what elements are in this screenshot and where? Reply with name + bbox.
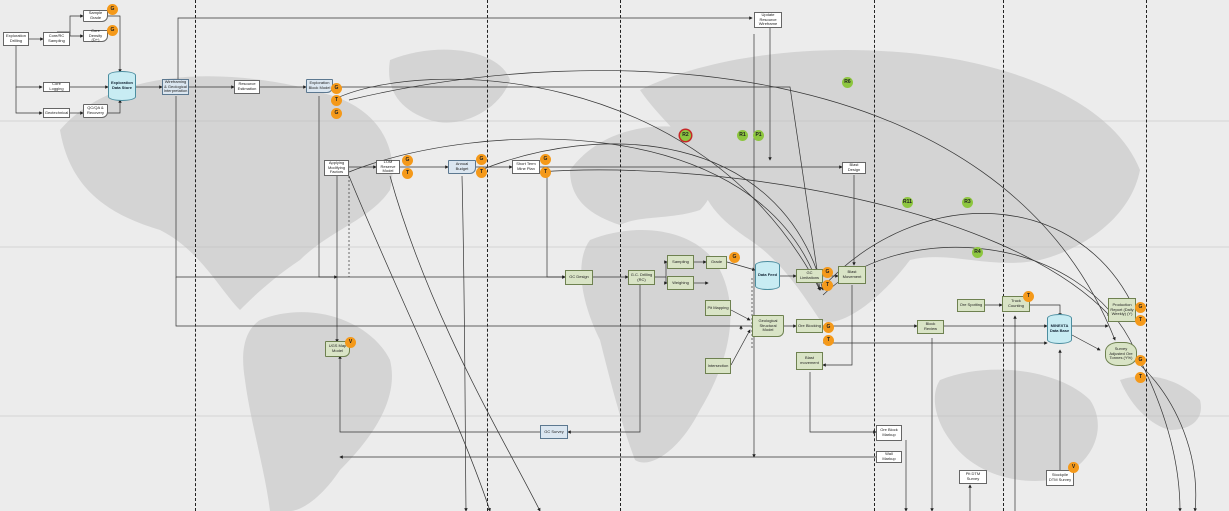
badge-t: T	[823, 335, 834, 346]
document-box[interactable]: Sample Grade	[83, 10, 108, 22]
process-box[interactable]: Sampling	[667, 255, 694, 269]
process-box[interactable]: Ore Spotting	[957, 299, 985, 312]
badge-r6: R6	[842, 77, 853, 88]
process-box[interactable]: Intersection	[705, 358, 731, 374]
process-box[interactable]: LOM Reserve Model	[376, 159, 400, 174]
badge-g: G	[1135, 355, 1146, 366]
badge-v: V	[1068, 462, 1079, 473]
process-box[interactable]: Production Report (Daily Weekly) (Y)	[1108, 298, 1136, 322]
process-box[interactable]: Update Resource Wireframe	[754, 12, 782, 28]
badge-p1: P1	[753, 130, 764, 141]
badge-r3: R3	[962, 197, 973, 208]
data-store[interactable]: MINEXTA Data Base	[1047, 314, 1072, 344]
swimlane-divider	[874, 0, 875, 511]
model-box[interactable]: UGS Map Model	[325, 341, 350, 357]
badge-g: G	[107, 4, 118, 15]
process-box[interactable]: Exploration Drilling	[3, 32, 29, 46]
process-box[interactable]: Geotechnical	[43, 108, 70, 118]
process-box[interactable]: Wall Markup	[876, 451, 902, 463]
process-box[interactable]: Ore Blocking	[796, 319, 823, 333]
badge-g: G	[729, 252, 740, 263]
process-box[interactable]: Blast Design	[842, 162, 866, 174]
process-box[interactable]: Survey Adjusted Ore Tonnes (Y%)	[1105, 342, 1137, 366]
process-box[interactable]: Grade	[706, 256, 727, 269]
badge-g: G	[1135, 302, 1146, 313]
process-box[interactable]: Block Review	[917, 320, 944, 334]
badge-g: G	[540, 154, 551, 165]
model-box[interactable]: Annual Budget	[448, 160, 476, 174]
process-box[interactable]: Blast movement	[796, 352, 823, 370]
process-box[interactable]: Pit Mapping	[705, 300, 731, 316]
process-box[interactable]: Wireframing & Geological Interpretation	[162, 79, 189, 95]
data-store[interactable]: Exploration Data Store	[108, 71, 136, 101]
badge-g: G	[402, 155, 413, 166]
process-box[interactable]: Short Term Mine Plan	[512, 160, 540, 174]
swimlane-divider	[487, 0, 488, 511]
badge-r1: R1	[737, 130, 748, 141]
badge-v: V	[345, 337, 356, 348]
badge-t: T	[402, 168, 413, 179]
swimlane-divider	[1003, 0, 1004, 511]
process-box[interactable]: G.C. Drilling (RC)	[628, 270, 655, 285]
process-box[interactable]: Core Logging	[43, 82, 70, 92]
data-store[interactable]: Data Feed	[755, 261, 780, 290]
badge-g: G	[823, 322, 834, 333]
model-box[interactable]: Exploration Block Model	[306, 79, 333, 93]
process-box[interactable]: Resource Estimation	[234, 80, 260, 94]
process-box[interactable]: Applying Modifying Factors	[324, 160, 349, 176]
swimlane-divider	[620, 0, 621, 511]
badge-t: T	[1023, 291, 1034, 302]
badge-g: G	[476, 154, 487, 165]
badge-t: T	[1135, 372, 1146, 383]
process-box[interactable]: Pit DTM Survey	[959, 470, 987, 484]
model-box[interactable]: Geological Structural Model	[752, 315, 784, 337]
process-box[interactable]: Weighing	[667, 276, 694, 290]
process-box[interactable]: GC Survey	[540, 425, 568, 439]
swimlane-divider	[1146, 0, 1147, 511]
badge-t: T	[1135, 315, 1146, 326]
badge-g: G	[331, 83, 342, 94]
process-box[interactable]: Blast Movement	[838, 266, 866, 284]
process-box[interactable]: GC Limitations	[796, 269, 823, 283]
badge-t: T	[331, 95, 342, 106]
process-box[interactable]: Core/RC Sampling	[43, 32, 70, 46]
badge-g: G	[822, 267, 833, 278]
badge-r2: R2	[680, 130, 691, 141]
badge-g: G	[107, 25, 118, 36]
document-box[interactable]: Core Density (D+)	[83, 28, 108, 42]
process-box[interactable]: Ore Block Markup	[876, 425, 902, 441]
process-box[interactable]: Truck Counting	[1002, 296, 1030, 312]
process-box[interactable]: Stockpile DTM Survey	[1046, 470, 1074, 486]
badge-t: T	[540, 167, 551, 178]
document-box[interactable]: QC/QA & Recovery	[83, 104, 108, 118]
process-box[interactable]: GC Design	[565, 270, 593, 285]
badge-r11: R11	[902, 197, 913, 208]
badge-t: T	[476, 167, 487, 178]
swimlane-divider	[195, 0, 196, 511]
badge-g: G	[331, 108, 342, 119]
badge-r4: R4	[972, 247, 983, 258]
badge-t: T	[822, 280, 833, 291]
